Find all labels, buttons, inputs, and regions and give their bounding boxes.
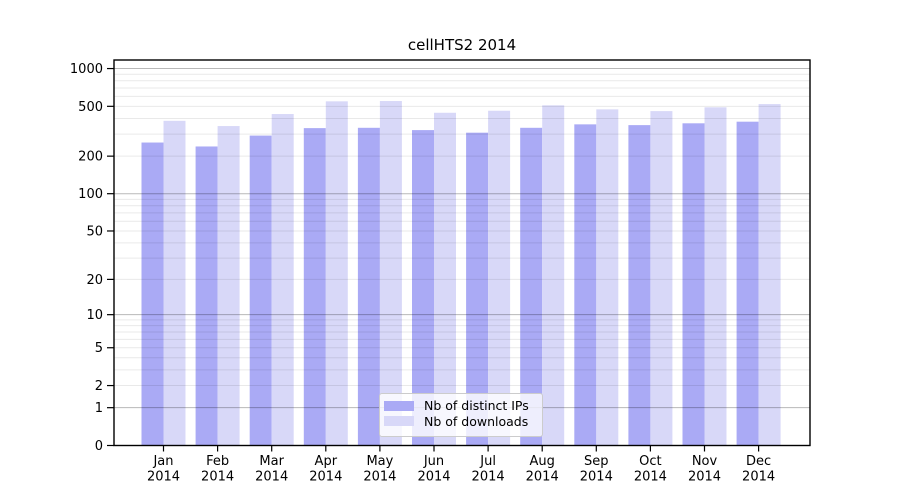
y-tick-label-1: 1 [95, 401, 103, 416]
legend-swatch-downloads [384, 416, 414, 427]
y-tick-label-50: 50 [86, 224, 103, 239]
x-tick-label-month-may: May [366, 454, 393, 469]
bar-distinct-ips-jun [412, 130, 434, 446]
legend-label-downloads: Nb of downloads [424, 413, 529, 429]
x-tick-label-year-oct: 2014 [634, 470, 667, 485]
x-tick-label-year-nov: 2014 [688, 470, 721, 485]
x-tick-label-year-sep: 2014 [580, 470, 613, 485]
x-tick-label-year-dec: 2014 [742, 470, 775, 485]
x-tick-label-month-mar: Mar [259, 454, 284, 469]
x-tick-label-year-may: 2014 [363, 470, 396, 485]
x-tick-label-month-nov: Nov [692, 454, 718, 469]
y-tick-label-0: 0 [95, 439, 103, 454]
x-tick-label-month-aug: Aug [530, 454, 555, 469]
bar-distinct-ips-oct [628, 125, 651, 446]
x-tick-label-month-jun: Jun [423, 454, 444, 469]
y-tick-label-500: 500 [78, 100, 103, 115]
bar-distinct-ips-nov [682, 123, 705, 446]
bar-downloads-mar [271, 114, 294, 446]
legend-item-downloads: Nb of downloads [384, 414, 536, 430]
bar-downloads-aug [542, 105, 565, 446]
x-tick-label-year-mar: 2014 [255, 470, 288, 485]
bar-distinct-ips-sep [574, 124, 597, 446]
bar-downloads-jul [488, 110, 511, 446]
x-tick-label-year-jun: 2014 [417, 470, 450, 485]
bar-distinct-ips-may [357, 127, 380, 446]
bar-downloads-may [379, 101, 402, 446]
bar-distinct-ips-dec [736, 121, 759, 446]
legend-label-distinct-ips: Nb of distinct IPs [424, 398, 529, 414]
x-tick-label-month-jan: Jan [152, 454, 173, 469]
y-tick-label-100: 100 [78, 187, 103, 202]
bar-distinct-ips-aug [520, 127, 543, 446]
chart-title: cellHTS2 2014 [407, 36, 517, 54]
x-tick-label-year-jul: 2014 [472, 470, 505, 485]
bar-downloads-nov [704, 107, 727, 446]
x-tick-label-month-sep: Sep [584, 454, 609, 469]
bar-distinct-ips-mar [249, 135, 272, 446]
bar-downloads-feb [217, 126, 240, 446]
x-tick-label-month-apr: Apr [315, 454, 338, 469]
bar-distinct-ips-feb [195, 146, 218, 446]
bar-distinct-ips-apr [303, 128, 326, 446]
legend-swatch-distinct-ips [384, 400, 414, 411]
y-tick-label-2: 2 [95, 379, 103, 394]
bar-downloads-sep [596, 109, 619, 446]
bar-downloads-oct [650, 111, 673, 446]
legend-item-distinct-ips: Nb of distinct IPs [384, 398, 536, 414]
bar-downloads-dec [758, 104, 781, 446]
y-tick-label-5: 5 [95, 341, 103, 356]
x-tick-label-month-oct: Oct [639, 454, 661, 469]
x-tick-label-year-feb: 2014 [201, 470, 234, 485]
y-tick-label-10: 10 [86, 308, 103, 323]
x-tick-label-month-feb: Feb [206, 454, 229, 469]
x-tick-label-month-dec: Dec [746, 454, 771, 469]
bar-distinct-ips-jul [466, 132, 489, 446]
bar-downloads-jan [163, 120, 186, 446]
x-tick-label-year-jan: 2014 [147, 470, 180, 485]
x-tick-label-year-aug: 2014 [526, 470, 559, 485]
legend: Nb of distinct IPs Nb of downloads [379, 393, 543, 437]
bar-downloads-jun [434, 112, 456, 446]
bar-downloads-apr [325, 101, 348, 446]
bar-distinct-ips-jan [141, 142, 164, 446]
y-tick-label-1000: 1000 [70, 62, 103, 77]
x-tick-label-year-apr: 2014 [309, 470, 342, 485]
plot-border [113, 59, 811, 447]
y-tick-label-20: 20 [86, 273, 103, 288]
y-tick-label-200: 200 [78, 150, 103, 165]
x-tick-label-month-jul: Jul [479, 454, 496, 469]
